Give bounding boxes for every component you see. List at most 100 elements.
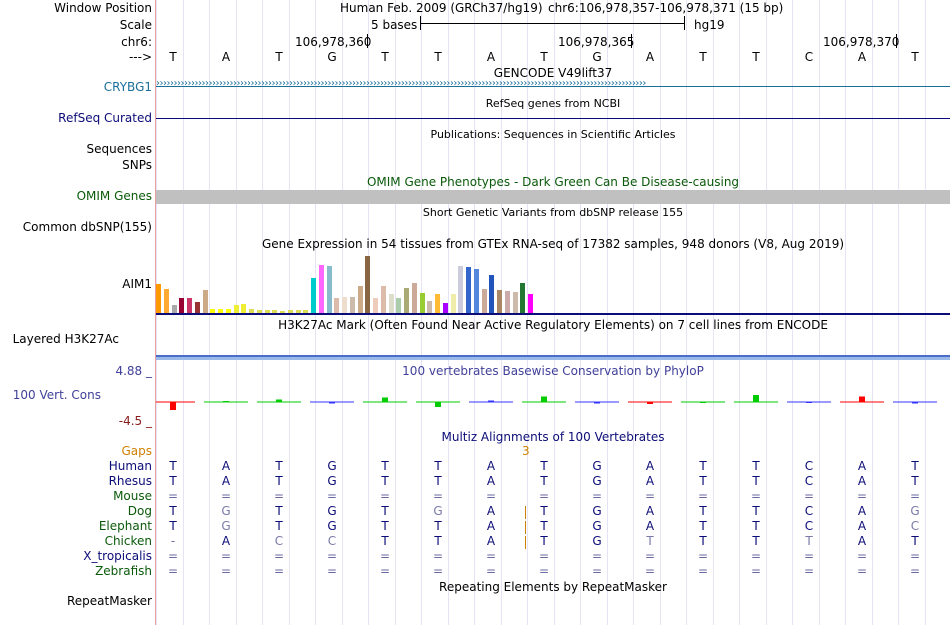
- gtex-tissue-bar[interactable]: [411, 283, 417, 313]
- gtex-tissue-bar[interactable]: [210, 309, 216, 313]
- phylop-score[interactable]: [257, 399, 301, 403]
- track-label-omim[interactable]: OMIM Genes: [76, 189, 152, 203]
- gtex-tissue-bar[interactable]: [427, 301, 433, 313]
- track-label-refseq[interactable]: RefSeq Curated: [58, 111, 152, 125]
- dbsnp-title[interactable]: Short Genetic Variants from dbSNP releas…: [422, 206, 684, 219]
- species-label[interactable]: Rhesus: [108, 474, 152, 488]
- track-label-snps[interactable]: SNPs: [122, 158, 152, 172]
- phylop-score[interactable]: [469, 400, 513, 403]
- gtex-tissue-bar[interactable]: [357, 286, 363, 313]
- track-label-phylop[interactable]: 100 Vert. Cons: [12, 388, 101, 402]
- phylop-score[interactable]: [628, 401, 672, 404]
- gtex-tissue-bar[interactable]: [303, 310, 309, 313]
- gtex-tissue-bar[interactable]: [334, 298, 340, 313]
- species-label[interactable]: Dog: [127, 504, 152, 518]
- gtex-tissue-bar[interactable]: [380, 286, 386, 313]
- gtex-tissue-bar[interactable]: [249, 309, 254, 313]
- gtex-tissue-bar[interactable]: [287, 310, 293, 313]
- phylop-graph[interactable]: [156, 378, 950, 428]
- gtex-tissue-bar[interactable]: [280, 311, 285, 313]
- gtex-tissue-bar[interactable]: [256, 310, 262, 313]
- gtex-tissue-bar[interactable]: [489, 275, 495, 313]
- gtex-tissue-bar[interactable]: [497, 290, 502, 313]
- gtex-tissue-bar[interactable]: [225, 309, 231, 313]
- gtex-tissue-bar[interactable]: [163, 289, 169, 313]
- gtex-tissue-bar[interactable]: [481, 289, 487, 313]
- phylop-score[interactable]: [363, 397, 407, 403]
- publications-title[interactable]: Publications: Sequences in Scientific Ar…: [430, 128, 676, 141]
- phylop-score[interactable]: [310, 401, 354, 404]
- h3k27ac-signal-2[interactable]: [156, 357, 950, 360]
- gtex-bar-chart[interactable]: [156, 252, 536, 313]
- gtex-tissue-bar[interactable]: [295, 310, 301, 313]
- phylop-score[interactable]: [416, 401, 460, 407]
- gtex-tissue-bar[interactable]: [396, 298, 402, 313]
- species-label[interactable]: Elephant: [98, 519, 152, 533]
- gtex-tissue-bar[interactable]: [156, 284, 161, 313]
- track-label-gencode[interactable]: CRYBG1: [103, 80, 152, 94]
- phylop-score[interactable]: [204, 401, 248, 403]
- track-label-gtex[interactable]: AIM1: [122, 277, 152, 291]
- browser-image-area[interactable]: Human Feb. 2009 (GRCh37/hg19) chr6:106,9…: [156, 0, 950, 625]
- gtex-tissue-bar[interactable]: [233, 305, 239, 313]
- gtex-tissue-bar[interactable]: [473, 269, 479, 313]
- gtex-title[interactable]: Gene Expression in 54 tissues from GTEx …: [261, 237, 845, 251]
- gtex-tissue-bar[interactable]: [404, 288, 409, 313]
- gtex-tissue-bar[interactable]: [458, 266, 464, 313]
- gtex-tissue-bar[interactable]: [528, 294, 533, 313]
- gtex-tissue-bar[interactable]: [349, 297, 355, 313]
- gtex-tissue-bar[interactable]: [450, 294, 456, 313]
- phylop-score[interactable]: [522, 396, 566, 403]
- gtex-tissue-bar[interactable]: [373, 298, 378, 313]
- gtex-tissue-bar[interactable]: [388, 294, 394, 313]
- track-label-repeatmasker[interactable]: RepeatMasker: [66, 594, 152, 608]
- refseq-title[interactable]: RefSeq genes from NCBI: [485, 97, 621, 110]
- gtex-tissue-bar[interactable]: [218, 309, 223, 313]
- gtex-tissue-bar[interactable]: [171, 305, 177, 313]
- gtex-tissue-bar[interactable]: [442, 303, 448, 313]
- phylop-score[interactable]: [787, 401, 831, 403]
- track-label-gaps[interactable]: Gaps: [121, 444, 152, 458]
- repeatmasker-title[interactable]: Repeating Elements by RepeatMasker: [439, 580, 667, 594]
- species-label[interactable]: Mouse: [113, 489, 152, 503]
- gtex-tissue-bar[interactable]: [419, 293, 425, 313]
- omim-title[interactable]: OMIM Gene Phenotypes - Dark Green Can Be…: [366, 175, 740, 189]
- gtex-tissue-bar[interactable]: [179, 298, 185, 313]
- gtex-tissue-bar[interactable]: [264, 310, 270, 313]
- track-label-h3k27ac[interactable]: Layered H3K27Ac: [12, 332, 119, 346]
- phylop-score[interactable]: [734, 395, 778, 403]
- omim-bar[interactable]: [156, 190, 950, 204]
- gtex-tissue-bar[interactable]: [504, 291, 510, 313]
- gtex-tissue-bar[interactable]: [466, 267, 471, 313]
- gtex-tissue-bar[interactable]: [194, 302, 200, 313]
- gencode-gene-line[interactable]: [156, 86, 950, 87]
- species-label[interactable]: Zebrafish: [95, 564, 152, 578]
- species-label[interactable]: Human: [108, 459, 152, 473]
- gtex-tissue-bar[interactable]: [365, 256, 371, 313]
- track-label-dbsnp[interactable]: Common dbSNP(155): [22, 220, 152, 234]
- gtex-tissue-bar[interactable]: [435, 294, 440, 313]
- phylop-score[interactable]: [840, 396, 884, 403]
- track-label-sequences[interactable]: Sequences: [86, 142, 152, 156]
- gtex-tissue-bar[interactable]: [241, 304, 247, 313]
- gtex-tissue-bar[interactable]: [520, 283, 526, 313]
- phylop-score[interactable]: [575, 401, 619, 404]
- gtex-tissue-bar[interactable]: [272, 310, 278, 313]
- multiz-title[interactable]: Multiz Alignments of 100 Vertebrates: [441, 430, 665, 444]
- gtex-tissue-bar[interactable]: [342, 297, 347, 313]
- species-label[interactable]: X_tropicalis: [83, 549, 152, 563]
- gtex-tissue-bar[interactable]: [187, 298, 192, 313]
- gtex-tissue-bar[interactable]: [326, 266, 332, 313]
- species-label[interactable]: Chicken: [104, 534, 152, 548]
- refseq-gene-line[interactable]: [156, 118, 950, 119]
- h3k27ac-signal-1[interactable]: [156, 355, 950, 357]
- phylop-score[interactable]: [156, 401, 195, 410]
- gtex-tissue-bar[interactable]: [202, 290, 208, 313]
- h3k27ac-title[interactable]: H3K27Ac Mark (Often Found Near Active Re…: [278, 318, 828, 332]
- gtex-tissue-bar[interactable]: [311, 278, 316, 313]
- gencode-title[interactable]: GENCODE V49lift37: [493, 66, 613, 80]
- gtex-tissue-bar[interactable]: [318, 265, 324, 313]
- phylop-score[interactable]: [893, 401, 937, 404]
- phylop-score[interactable]: [681, 401, 725, 403]
- gtex-tissue-bar[interactable]: [512, 292, 518, 313]
